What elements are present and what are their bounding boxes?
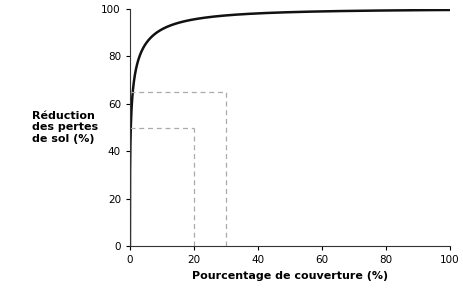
X-axis label: Pourcentage de couverture (%): Pourcentage de couverture (%) [192,271,387,281]
Y-axis label: Réduction
des pertes
de sol (%): Réduction des pertes de sol (%) [32,111,98,144]
